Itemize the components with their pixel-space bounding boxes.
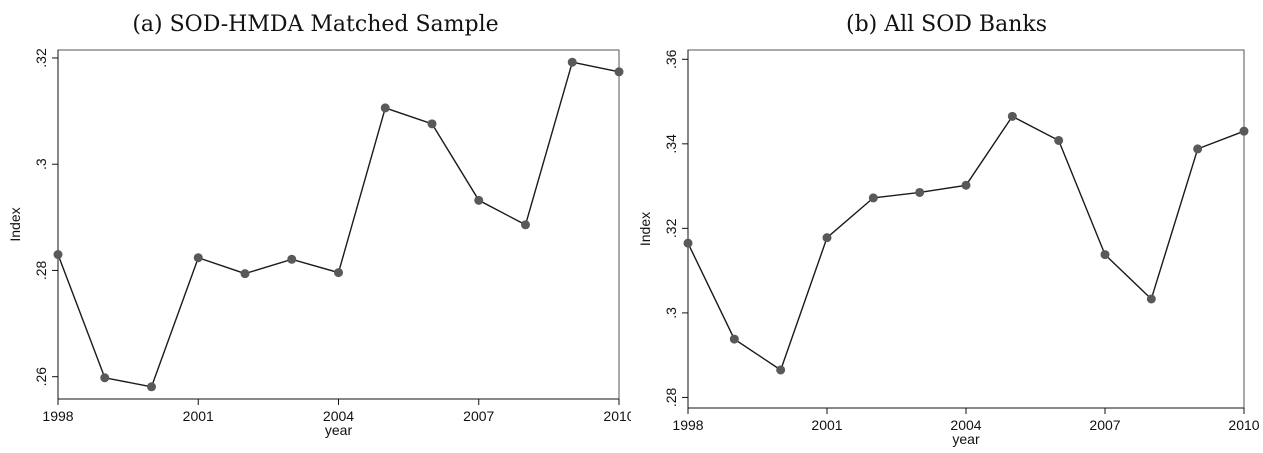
series-line-a — [57, 61, 620, 388]
data-point-b-2005 — [1007, 111, 1017, 121]
data-point-b-1998 — [683, 238, 693, 248]
data-point-b-2007 — [1100, 250, 1110, 260]
y-tick-label-b-4: .36 — [663, 49, 679, 69]
x-tick-label-b-2004: 2004 — [950, 417, 981, 433]
x-axis-title-b: year — [952, 431, 980, 447]
x-tick-label-b-1998: 1998 — [672, 417, 703, 433]
data-point-a-2002 — [240, 269, 250, 279]
x-tick-label-b-2001: 2001 — [811, 417, 842, 433]
x-tick-label-a-2001: 2001 — [183, 408, 214, 424]
x-tick-label-a-1998: 1998 — [42, 408, 73, 424]
data-point-b-2010 — [1239, 126, 1249, 136]
data-point-b-2002 — [868, 193, 878, 203]
data-point-a-2006 — [427, 119, 437, 129]
x-tick-label-a-2004: 2004 — [323, 408, 354, 424]
data-point-b-2000 — [776, 365, 786, 375]
data-point-a-1998 — [53, 250, 63, 260]
data-point-b-2004 — [961, 180, 971, 190]
data-point-b-2003 — [915, 187, 925, 197]
y-tick-label-a-0: .26 — [33, 367, 49, 387]
y-tick-label-b-0: .28 — [663, 387, 679, 407]
data-point-a-2004 — [334, 268, 343, 278]
data-point-a-2007 — [474, 195, 484, 205]
data-point-a-1999 — [100, 373, 110, 383]
data-point-a-2010 — [614, 67, 624, 77]
series-line-b — [687, 115, 1245, 372]
chart-title-a: (a) SOD-HMDA Matched Sample — [132, 12, 499, 37]
plot-frame-b — [687, 49, 1245, 409]
y-tick-label-a-1: .28 — [33, 261, 49, 281]
y-tick-label-b-3: .34 — [663, 134, 679, 154]
chart-svg-b: 1998 2001 2004 2007 2010 .28 .3 .32 .34 .36 year In… — [637, 49, 1260, 447]
plot-frame-a — [57, 49, 620, 400]
chart-panel-a: (a) SOD-HMDA Matched Sample 1998 2001 2004… — [0, 0, 631, 453]
y-axis-title-b: Index — [637, 212, 653, 246]
data-point-a-2003 — [287, 254, 297, 264]
data-point-a-2008 — [521, 220, 530, 230]
data-point-a-2009 — [567, 57, 577, 67]
data-point-a-2005 — [380, 103, 390, 113]
data-point-a-2000 — [147, 382, 156, 392]
y-tick-label-b-1: .3 — [663, 307, 679, 319]
chart-title-b: (b) All SOD Banks — [845, 12, 1047, 37]
x-tick-label-b-2007: 2007 — [1089, 417, 1120, 433]
x-axis-title-a: year — [325, 422, 353, 438]
x-tick-label-b-2010: 2010 — [1228, 417, 1259, 433]
data-point-b-2006 — [1054, 135, 1064, 145]
y-tick-label-a-3: .32 — [33, 48, 49, 68]
x-tick-label-a-2007: 2007 — [463, 408, 494, 424]
data-point-a-2001 — [193, 253, 203, 263]
data-point-b-2009 — [1193, 144, 1203, 154]
y-axis-title-a: Index — [7, 207, 23, 241]
y-tick-label-a-2: .3 — [33, 158, 49, 170]
data-point-b-1999 — [729, 334, 739, 344]
x-tick-label-a-2010: 2010 — [603, 408, 631, 424]
chart-svg-a: 1998 2001 2004 2007 2010 .26 .28 .3 .32 year Index — [7, 48, 631, 438]
data-point-b-2001 — [822, 233, 832, 243]
y-tick-label-b-2: .32 — [663, 218, 679, 238]
chart-panel-b: (b) All SOD Banks 1998 2001 2004 2007 2010 .2… — [631, 0, 1262, 453]
data-point-b-2008 — [1146, 294, 1156, 304]
